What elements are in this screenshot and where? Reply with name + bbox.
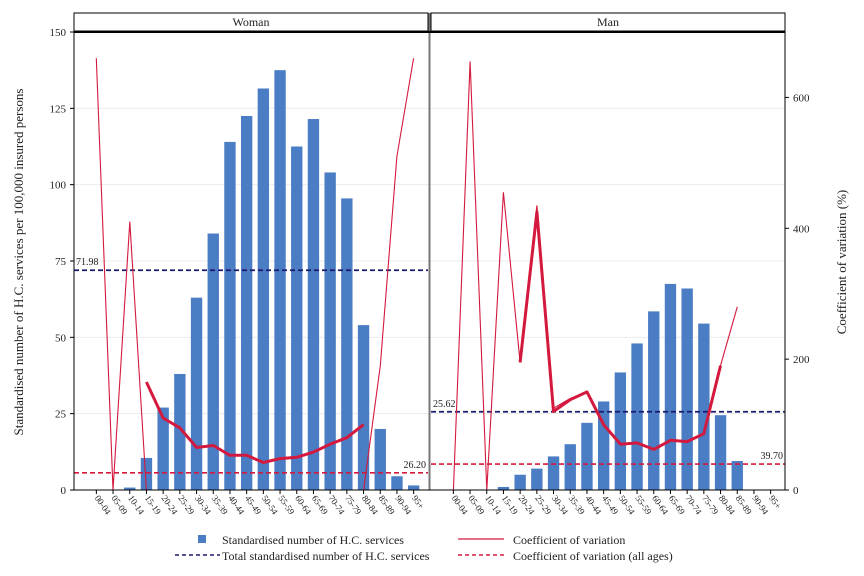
panel-title-woman: Woman (232, 15, 269, 29)
bar (531, 468, 543, 490)
legend-cv-all-label: Coefficient of variation (all ages) (513, 549, 673, 563)
bar (714, 415, 727, 490)
total-label: 71.98 (76, 257, 99, 268)
bar (564, 444, 576, 490)
legend-bar-swatch (198, 535, 206, 543)
bar (391, 476, 403, 490)
y2-tick-label: 400 (793, 223, 810, 235)
cv-all-ages-label: 26.20 (404, 460, 427, 471)
bar (497, 486, 510, 490)
bar (731, 460, 743, 490)
y-tick-label: 100 (50, 180, 67, 192)
legend-total-label: Total standardised number of H.C. servic… (222, 549, 430, 563)
bar (240, 115, 253, 490)
bar (614, 372, 627, 490)
bar (207, 233, 219, 490)
legend-bar-label: Standardised number of H.C. services (222, 533, 404, 547)
bar (407, 485, 420, 490)
bar (291, 146, 303, 490)
y-tick-label: 150 (50, 27, 67, 39)
bar (174, 373, 186, 490)
panel-strip-woman (73, 12, 429, 32)
total-label: 25.62 (433, 399, 456, 410)
y2-tick-label: 600 (793, 92, 810, 104)
legend-cv-label: Coefficient of variation (513, 533, 625, 547)
bar (341, 198, 353, 490)
panel-strip-man (430, 12, 786, 32)
bar (357, 325, 370, 490)
bar (664, 283, 677, 490)
bar (597, 401, 610, 490)
y-tick-label: 0 (61, 485, 67, 497)
bar (157, 407, 169, 490)
y2-axis-title: Coefficient of variation (%) (834, 190, 849, 335)
bar (681, 288, 693, 490)
bar (274, 70, 286, 491)
bar (190, 297, 203, 490)
y-axis-title: Standardised number of H.C. services per… (11, 89, 26, 436)
y-tick-label: 75 (55, 256, 67, 268)
bar (547, 456, 560, 490)
bar (140, 457, 153, 490)
y-tick-label: 125 (50, 103, 67, 115)
bar (698, 323, 710, 490)
panel-title-man: Man (597, 15, 619, 29)
bar (648, 311, 660, 490)
cv-line-bold (145, 381, 365, 464)
bar (257, 88, 270, 490)
bar (324, 172, 336, 490)
y-tick-label: 50 (55, 332, 67, 344)
y2-tick-label: 0 (793, 485, 799, 497)
cv-all-ages-label: 39.70 (761, 451, 784, 462)
bar (224, 141, 236, 491)
bar (307, 119, 320, 491)
bar (514, 474, 526, 490)
bar (374, 428, 386, 490)
y2-tick-label: 200 (793, 354, 810, 366)
bar (124, 487, 136, 490)
cv-line-bold (518, 210, 722, 451)
bar (581, 422, 593, 490)
legend: Standardised number of H.C. services Coe… (175, 533, 673, 563)
bar (631, 343, 643, 490)
y-tick-label: 25 (55, 409, 67, 421)
axes: 0 25 50 75 100 125 150 0 200 400 600 (50, 13, 810, 497)
